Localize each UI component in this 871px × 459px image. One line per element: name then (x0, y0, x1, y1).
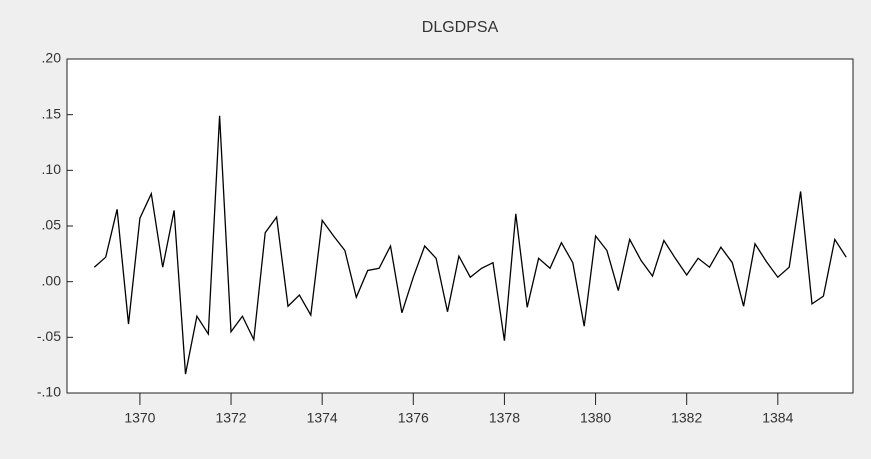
x-tick-label: 1374 (307, 410, 338, 426)
x-tick-label: 1376 (398, 410, 429, 426)
y-tick-label: .20 (42, 50, 62, 66)
x-tick-label: 1370 (124, 410, 155, 426)
y-tick-label: -.05 (37, 328, 61, 344)
x-tick-label: 1384 (762, 410, 793, 426)
x-tick-label: 1380 (580, 410, 611, 426)
y-tick-label: -.10 (37, 384, 61, 400)
chart: DLGDPSA -.10 -.05 .00 .05 .10 .15 .20 1370 1372 1… (0, 0, 871, 459)
y-tick-label: .00 (42, 272, 62, 288)
y-tick-label: .10 (42, 161, 62, 177)
y-tick-label: .15 (42, 105, 62, 121)
x-tick-label: 1378 (489, 410, 520, 426)
chart-title: DLGDPSA (422, 19, 499, 36)
x-tick-label: 1372 (215, 410, 246, 426)
plot-area (67, 59, 853, 393)
x-tick-label: 1382 (671, 410, 702, 426)
y-tick-label: .05 (42, 217, 62, 233)
